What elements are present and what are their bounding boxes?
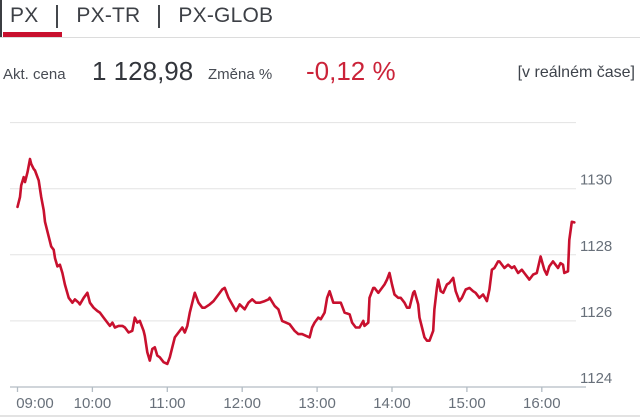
active-tab-underline: [3, 32, 62, 37]
quote-info-row: Akt. cena 1 128,98 Změna % -0,12 % [v re…: [0, 55, 640, 89]
x-axis-label: 10:00: [74, 395, 112, 412]
left-edge-divider: [0, 0, 2, 37]
index-tab-bar: PX PX-TR PX-GLOB: [0, 0, 640, 38]
y-axis-label: 1126: [580, 304, 612, 321]
tab-px-tr[interactable]: PX-TR: [76, 4, 141, 27]
px-intraday-chart-svg: 1130 1128 1126 1124 09:00 10:00 11:00 12:00 13:0…: [10, 122, 612, 412]
tab-separator: [56, 4, 59, 28]
bottom-rule: [0, 415, 640, 417]
x-axis-label: 16:00: [523, 395, 561, 412]
change-percent-label: Změna %: [208, 66, 273, 83]
tab-bar-rule: [0, 37, 640, 38]
y-axis-label: 1128: [580, 238, 612, 255]
tab-px-glob[interactable]: PX-GLOB: [178, 4, 274, 27]
realtime-note: [v reálném čase]: [517, 64, 635, 81]
x-axis-label: 14:00: [373, 395, 411, 412]
x-axis-label: 11:00: [149, 395, 185, 412]
tab-px[interactable]: PX: [10, 4, 39, 27]
current-price-value: 1 128,98: [92, 56, 194, 86]
tab-separator: [158, 4, 161, 28]
change-percent-value: -0,12 %: [306, 56, 396, 86]
y-axis-label: 1124: [580, 370, 612, 387]
x-axis-label: 09:00: [16, 395, 54, 412]
y-axis-label: 1130: [580, 172, 612, 189]
intraday-chart: 1130 1128 1126 1124 09:00 10:00 11:00 12:00 13:0…: [0, 95, 640, 417]
px-price-line: [16, 157, 576, 366]
x-axis-label: 13:00: [298, 395, 336, 412]
current-price-label: Akt. cena: [3, 66, 66, 83]
x-axis-label: 15:00: [448, 395, 486, 412]
x-axis-label: 12:00: [223, 395, 261, 412]
